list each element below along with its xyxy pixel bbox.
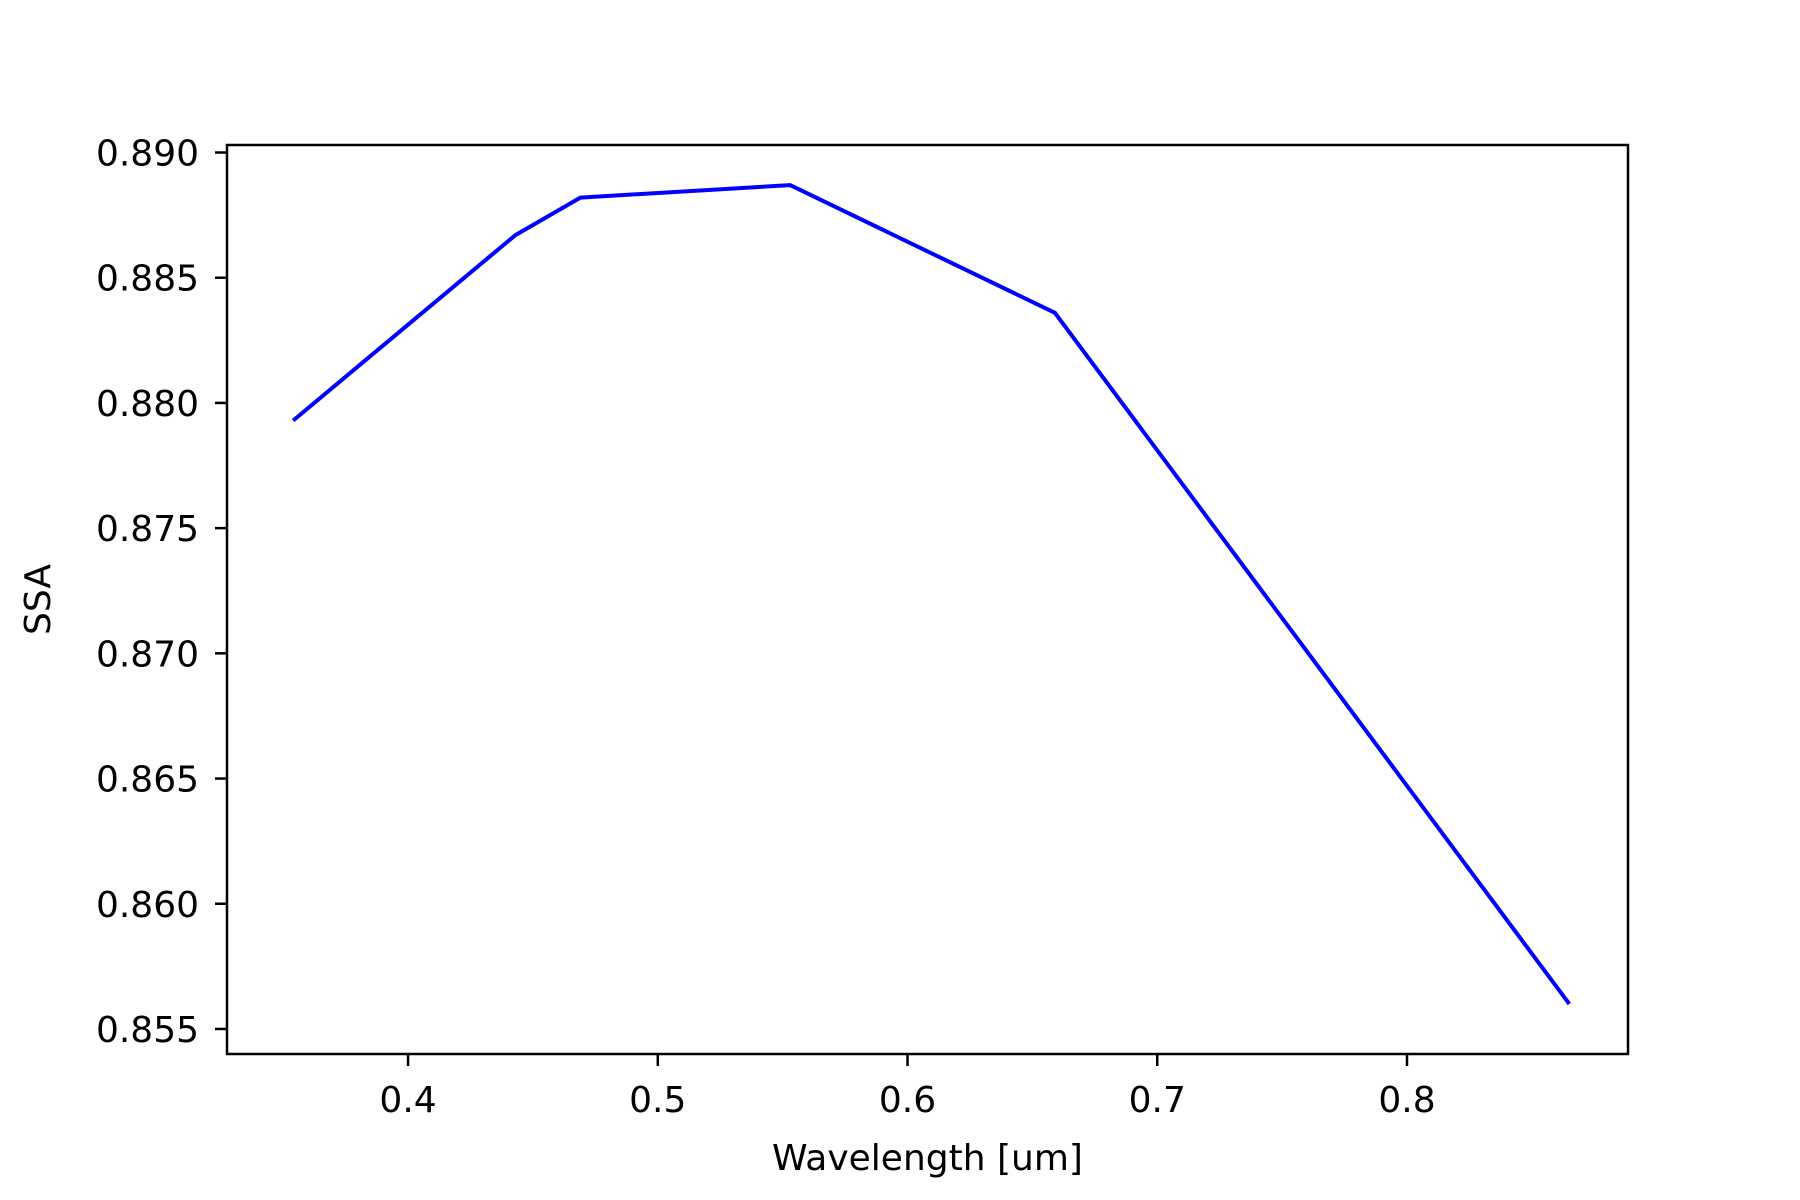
x-axis-label: Wavelength [um]: [772, 1138, 1083, 1179]
plot-area: [291, 183, 1571, 1006]
y-tick-label: 0.885: [96, 259, 199, 300]
x-tick-label: 0.7: [1129, 1080, 1186, 1121]
series-line: [291, 183, 1571, 1006]
y-tick-label: 0.870: [96, 634, 199, 675]
y-tick-label: 0.880: [96, 384, 199, 425]
y-tick-label: 0.875: [96, 509, 199, 550]
x-tick-label: 0.8: [1378, 1080, 1435, 1121]
plot-frame: [225, 143, 1630, 1056]
x-axis: 0.4 0.5 0.6 0.7 0.8: [379, 1054, 1436, 1121]
y-axis-label: SSA: [18, 564, 59, 635]
x-tick-label: 0.6: [879, 1080, 936, 1121]
y-tick-label: 0.855: [96, 1010, 199, 1051]
x-tick-label: 0.5: [629, 1080, 686, 1121]
y-tick-label: 0.860: [96, 885, 199, 926]
x-tick-label: 0.4: [379, 1080, 436, 1121]
y-tick-label: 0.865: [96, 760, 199, 801]
y-tick-label: 0.890: [96, 134, 199, 175]
y-axis: 0.855 0.860 0.865 0.870 0.875 0.880 0.885 0.890: [96, 134, 227, 1051]
